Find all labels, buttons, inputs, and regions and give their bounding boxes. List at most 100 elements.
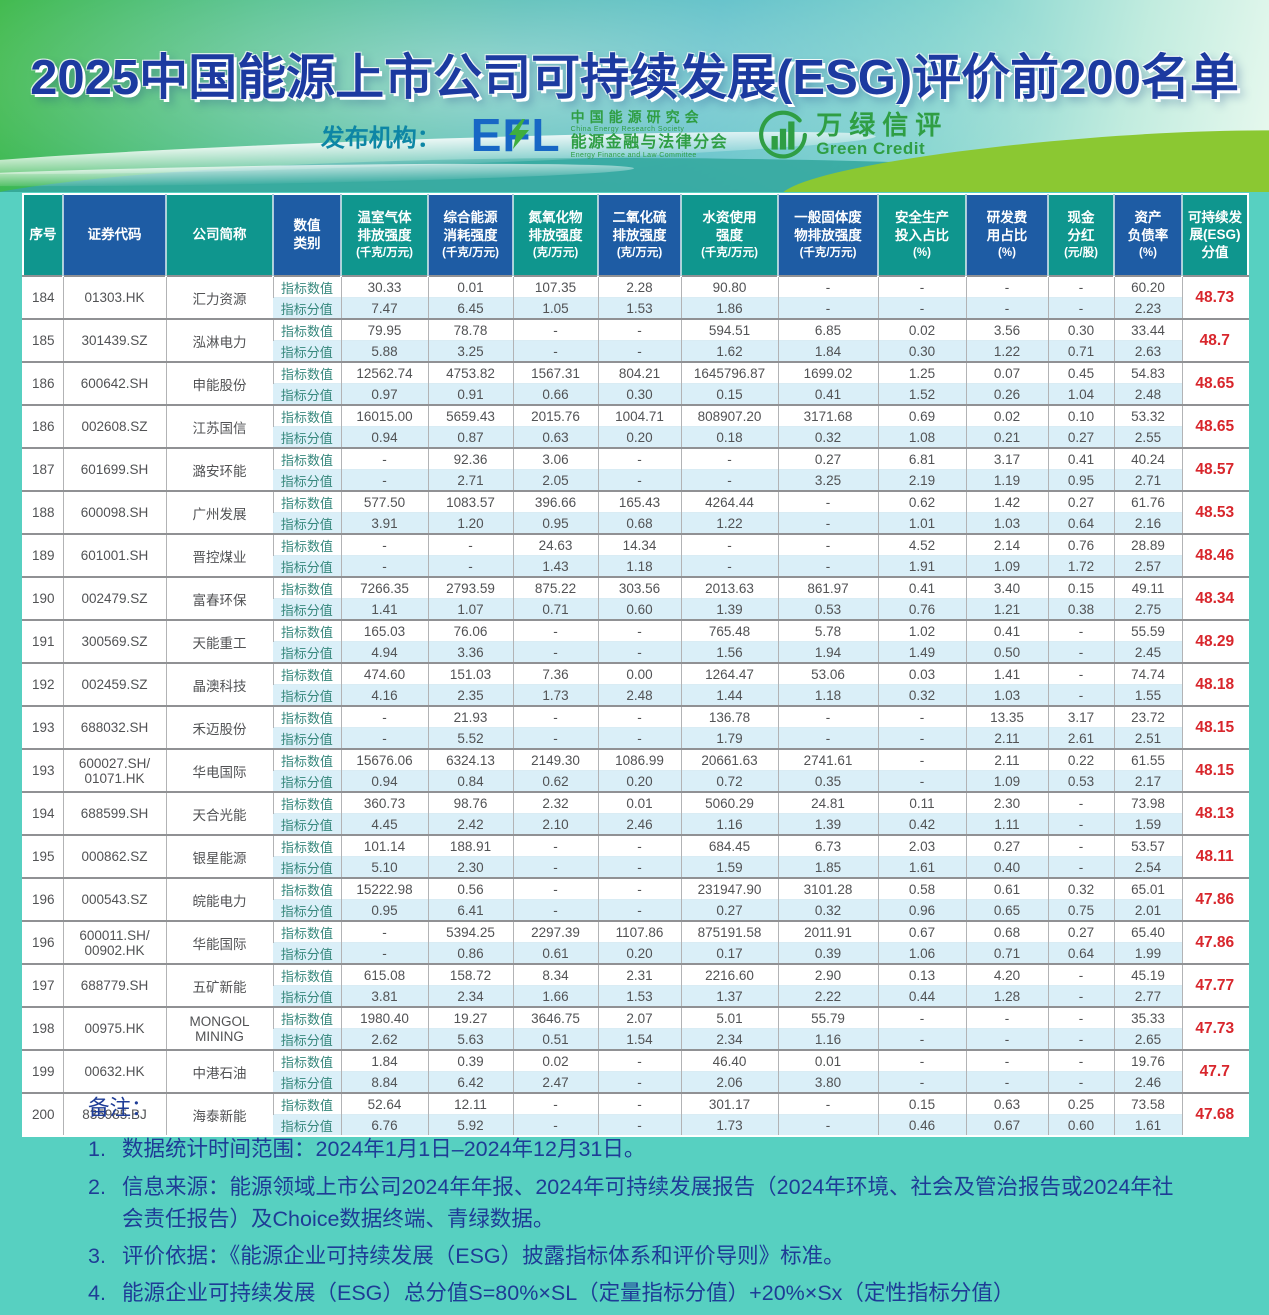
indicator-score-cell: 1.21 xyxy=(965,598,1048,620)
indicator-value-cell: 3.06 xyxy=(512,447,598,470)
company-name-cell: 银星能源 xyxy=(165,834,273,878)
indicator-score-cell: 0.17 xyxy=(680,942,778,964)
indicator-value-cell: 45.19 xyxy=(1113,963,1182,986)
security-code-cell: 688032.SH xyxy=(62,705,166,749)
indicator-score-cell: 2.19 xyxy=(877,469,966,491)
indicator-value-cell: 79.95 xyxy=(340,318,428,341)
esg-score-cell: 47.7 xyxy=(1181,1049,1248,1093)
green-credit-logo: 万绿信评 Green Credit xyxy=(758,110,948,160)
indicator-value-cell: 1.25 xyxy=(877,361,966,384)
indicator-score-cell: 0.20 xyxy=(597,770,681,792)
indicator-value-cell: - xyxy=(512,834,598,857)
indicator-value-cell: - xyxy=(340,447,428,470)
indicator-score-cell: 2.55 xyxy=(1113,426,1182,448)
esg-score-cell: 48.7 xyxy=(1181,318,1248,362)
indicator-value-cell: 3171.68 xyxy=(777,404,878,427)
indicator-score-cell: 0.96 xyxy=(877,899,966,921)
company-row-scores: 指标分值 0.97 0.91 0.66 0.30 0.15 0.41 1.52 0.26 1.04… xyxy=(23,383,1248,405)
esg-score-cell: 48.18 xyxy=(1181,662,1248,706)
green-credit-icon xyxy=(759,110,808,159)
indicator-score-cell: 3.36 xyxy=(427,641,513,663)
indicator-value-cell: - xyxy=(680,447,778,470)
indicator-value-cell: 1264.47 xyxy=(680,662,778,685)
indicator-score-cell: - xyxy=(340,469,428,491)
indicator-score-cell: 2.34 xyxy=(427,985,513,1007)
company-name-cell: 泓淋电力 xyxy=(165,318,273,362)
indicator-value-cell: - xyxy=(777,275,878,298)
value-type-cell: 指标分值 xyxy=(273,598,341,620)
indicator-value-cell: 1004.71 xyxy=(597,404,681,427)
esg-score-cell: 47.68 xyxy=(1181,1092,1248,1136)
rank-cell: 186 xyxy=(23,361,63,405)
indicator-value-cell: 61.55 xyxy=(1113,748,1182,771)
security-code-cell: 00632.HK xyxy=(62,1049,166,1093)
indicator-value-cell: 808907.20 xyxy=(680,404,778,427)
indicator-score-cell: 2.57 xyxy=(1113,555,1182,577)
indicator-value-cell: 594.51 xyxy=(680,318,778,341)
value-type-cell: 指标分值 xyxy=(273,684,341,706)
indicator-value-cell: 4264.44 xyxy=(680,490,778,513)
indicator-score-cell: - xyxy=(512,641,598,663)
esg-score-cell: 48.53 xyxy=(1181,490,1248,534)
value-type-cell: 指标数值 xyxy=(272,447,341,470)
indicator-score-cell: 3.80 xyxy=(777,1071,878,1093)
indicator-value-cell: 107.35 xyxy=(512,275,598,298)
indicator-value-cell: 2149.30 xyxy=(512,748,598,771)
indicator-score-cell: - xyxy=(1047,297,1114,319)
indicator-score-cell: 0.68 xyxy=(597,512,681,534)
indicator-value-cell: - xyxy=(512,877,598,900)
value-type-cell: 指标数值 xyxy=(272,791,341,814)
indicator-score-cell: 2.75 xyxy=(1113,598,1182,620)
indicator-value-cell: 19.27 xyxy=(427,1006,513,1029)
indicator-value-cell: 1980.40 xyxy=(340,1006,428,1029)
indicator-value-cell: 2216.60 xyxy=(680,963,778,986)
company-row: 190 002479.SZ 富春环保 指标数值 7266.35 2793.59 875.22… xyxy=(23,576,1248,620)
indicator-value-cell: - xyxy=(965,275,1048,298)
indicator-value-cell: 0.01 xyxy=(427,275,513,298)
indicator-value-cell: 2013.63 xyxy=(680,576,778,599)
indicator-value-cell: 6.85 xyxy=(777,318,878,341)
value-type-cell: 指标分值 xyxy=(273,469,341,491)
indicator-score-cell: 0.71 xyxy=(965,942,1048,964)
indicator-value-cell: 14.34 xyxy=(597,533,681,556)
indicator-score-cell: 0.51 xyxy=(512,1028,598,1050)
publisher-row: 发布机构： EFL 中国能源研究会 China Energy Research … xyxy=(0,104,1269,166)
indicator-score-cell: 0.84 xyxy=(427,770,513,792)
indicator-score-cell: 0.30 xyxy=(877,340,966,362)
efl-org-en-1: China Energy Research Society xyxy=(570,126,685,134)
indicator-score-cell: 5.52 xyxy=(427,727,513,749)
rank-cell: 190 xyxy=(23,576,63,620)
note-item: 2. 信息来源：能源领域上市公司2024年年报、2024年可持续发展报告（202… xyxy=(88,1171,1188,1236)
company-row-scores: 指标分值 5.88 3.25- -1.62 1.84 0.30 1.22 0.71 2.63 xyxy=(23,340,1248,362)
value-type-cell: 指标数值 xyxy=(272,275,341,298)
indicator-score-cell: 1.18 xyxy=(777,684,878,706)
indicator-value-cell: 76.06 xyxy=(427,619,513,642)
indicator-value-cell: 2793.59 xyxy=(427,576,513,599)
indicator-score-cell: 6.42 xyxy=(427,1071,513,1093)
company-row-scores: 指标分值 1.41 1.07 0.71 0.60 1.39 0.53 0.76 1.21 0.38… xyxy=(23,598,1248,620)
indicator-value-cell: 231947.90 xyxy=(680,877,778,900)
indicator-value-cell: - xyxy=(1047,275,1114,298)
indicator-value-cell: 1567.31 xyxy=(512,361,598,384)
indicator-value-cell: 12562.74 xyxy=(340,361,428,384)
indicator-score-cell: 0.35 xyxy=(777,770,878,792)
indicator-score-cell: - xyxy=(777,1114,878,1136)
indicator-value-cell: - xyxy=(777,1092,878,1115)
indicator-value-cell: - xyxy=(1047,619,1114,642)
company-row: 196 000543.SZ 皖能电力 指标数值 15222.98 0.56- -231947… xyxy=(23,877,1248,921)
indicator-score-cell: 1.53 xyxy=(597,297,681,319)
indicator-value-cell: 0.30 xyxy=(1047,318,1114,341)
indicator-score-cell: 2.77 xyxy=(1113,985,1182,1007)
company-row: 184 01303.HK 汇力资源 指标数值 30.33 0.01 107.35 2.28 90… xyxy=(23,275,1248,319)
indicator-score-cell: 0.27 xyxy=(680,899,778,921)
indicator-score-cell: 1.07 xyxy=(427,598,513,620)
indicator-value-cell: 5394.25 xyxy=(427,920,513,943)
indicator-score-cell: 0.64 xyxy=(1047,512,1114,534)
indicator-score-cell: 0.32 xyxy=(877,684,966,706)
indicator-score-cell: - xyxy=(777,727,878,749)
indicator-score-cell: 0.66 xyxy=(512,383,598,405)
indicator-value-cell: 158.72 xyxy=(427,963,513,986)
indicator-value-cell: 3101.28 xyxy=(777,877,878,900)
note-number: 2. xyxy=(88,1174,106,1199)
company-row-scores: 指标分值 2.62 5.63 0.51 1.54 2.34 1.16- - -2.65 xyxy=(23,1028,1248,1050)
